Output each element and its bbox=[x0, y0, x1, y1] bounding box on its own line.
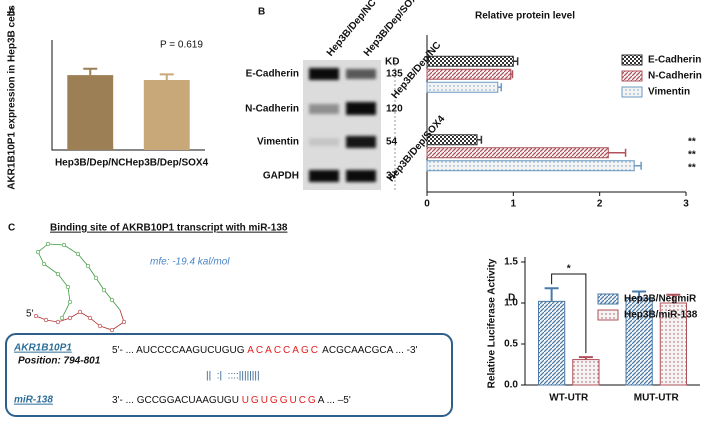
significance: ** bbox=[688, 136, 696, 147]
bar bbox=[426, 55, 514, 67]
bar bbox=[426, 160, 635, 172]
mirna-name: miR-138 bbox=[14, 395, 53, 406]
bar bbox=[426, 134, 478, 146]
seed: UGUGGUCG bbox=[242, 395, 318, 406]
x-tick-label: Hep3B/Dep/NC bbox=[55, 158, 126, 169]
legend-label: Vimentin bbox=[648, 87, 690, 98]
legend-swatch bbox=[597, 309, 619, 321]
error-bar bbox=[666, 293, 681, 303]
error-bar bbox=[513, 57, 519, 66]
blot-kd: 135 bbox=[386, 69, 403, 80]
x-tick-label: 0 bbox=[424, 199, 430, 210]
legend-swatch bbox=[621, 70, 643, 82]
blot-kd: 120 bbox=[386, 104, 403, 115]
error-bar bbox=[159, 73, 174, 80]
significance: ** bbox=[688, 149, 696, 160]
blot-kd: 37 bbox=[386, 171, 398, 182]
legend-label: E-Cadherin bbox=[648, 55, 701, 66]
error-bar bbox=[578, 356, 593, 360]
panel-label: A bbox=[8, 7, 15, 18]
legend-label: Hep3B/miR-138 bbox=[624, 310, 698, 321]
error-bar bbox=[632, 290, 647, 299]
target-name: AKR1B10P1 bbox=[13, 343, 72, 354]
y-axis-label: Relative Luciferase Activity bbox=[487, 258, 498, 388]
structure-stem bbox=[35, 241, 121, 321]
y-tick-label: 1.0 bbox=[504, 298, 518, 309]
significance-bracket bbox=[551, 273, 587, 354]
x-tick-label: WT-UTR bbox=[549, 393, 589, 404]
bar bbox=[426, 68, 512, 80]
legend-label: N-Cadherin bbox=[648, 71, 702, 82]
five-prime: 5′ bbox=[26, 309, 34, 320]
legend-swatch bbox=[597, 293, 619, 305]
chart-title: Relative protein level bbox=[475, 11, 575, 22]
error-bar bbox=[544, 287, 559, 302]
legend-swatch bbox=[621, 86, 643, 98]
binding-panel: Binding site of AKRB10P1 transcript with… bbox=[5, 223, 453, 417]
legend-swatch bbox=[621, 54, 643, 66]
error-bar bbox=[83, 67, 98, 76]
annotation: P = 0.619 bbox=[160, 40, 203, 51]
panel-label: C bbox=[8, 223, 15, 234]
blot-row: GAPDH bbox=[263, 171, 299, 182]
error-bar bbox=[510, 70, 514, 79]
bar bbox=[659, 302, 687, 386]
error-bar bbox=[497, 83, 502, 92]
panel-label: B bbox=[258, 7, 265, 18]
pairing: || :| ::::|||||||| bbox=[206, 371, 260, 382]
blot-row: E-Cadherin bbox=[246, 69, 299, 80]
blot-row: Vimentin bbox=[257, 137, 299, 148]
target-seq: 5'- ... AUCCCCAAGUCUGUG ACACCAGC ACGCAAC… bbox=[112, 345, 418, 356]
y-tick-label: 1.5 bbox=[504, 257, 518, 268]
x-tick-label: 1 bbox=[511, 199, 517, 210]
target-position: Position: 794-801 bbox=[18, 356, 101, 367]
seq: ACGCAACGCA ... -3' bbox=[320, 345, 418, 356]
significance: ** bbox=[688, 162, 696, 173]
blot-unit: KD bbox=[385, 57, 399, 68]
significance: * bbox=[567, 264, 571, 275]
bar bbox=[143, 80, 190, 150]
bar bbox=[426, 81, 499, 93]
panel-label: D bbox=[508, 293, 515, 304]
bar bbox=[426, 147, 609, 159]
bar bbox=[625, 297, 653, 386]
x-tick-label: MUT-UTR bbox=[634, 393, 680, 404]
x-tick-label: 2 bbox=[597, 199, 603, 210]
y-tick-label: 0.0 bbox=[504, 380, 518, 391]
x-tick-label: Hep3B/Dep/SOX4 bbox=[125, 158, 208, 169]
legend-label: Hep3B/NegmiR bbox=[624, 294, 697, 305]
binding-title: Binding site of AKRB10P1 transcript with… bbox=[50, 223, 288, 234]
bar bbox=[67, 75, 114, 150]
seq: 5'- ... AUCCCCAAGUCUGUG bbox=[112, 345, 247, 356]
bar bbox=[572, 359, 600, 386]
x-tick-label: 3 bbox=[683, 199, 689, 210]
seed: ACACCAGC bbox=[247, 345, 320, 356]
bar bbox=[538, 300, 566, 386]
structure-loop bbox=[33, 309, 127, 333]
error-bar bbox=[634, 161, 642, 170]
y-axis-label: AKR1B10P1 expression in Hep3B cells bbox=[7, 5, 18, 190]
seq: A ... –5' bbox=[318, 395, 351, 406]
blot-row: N-Cadherin bbox=[245, 104, 299, 115]
error-bar bbox=[608, 148, 627, 157]
blot-kd: 54 bbox=[386, 137, 398, 148]
seq: 3'- ... GCCGGACUAAGUGU bbox=[112, 395, 242, 406]
mfe: mfe: -19.4 kal/mol bbox=[150, 257, 230, 268]
mirna-seq: 3'- ... GCCGGACUAAGUGU UGUGGUCGA ... –5' bbox=[112, 395, 351, 406]
error-bar bbox=[477, 135, 483, 144]
sequence-box bbox=[5, 333, 453, 417]
y-tick-label: 0.5 bbox=[504, 339, 518, 350]
